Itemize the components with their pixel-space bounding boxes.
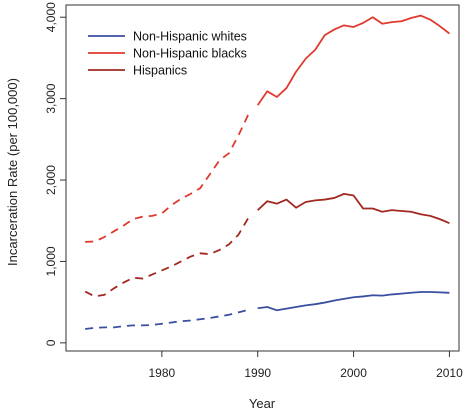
y-tick-label: 2,000 [44,165,58,195]
legend-label: Hispanics [133,64,187,78]
legend-label: Non-Hispanic whites [133,30,247,44]
y-tick-label: 4,000 [44,2,58,32]
x-tick-label: 1980 [149,366,176,380]
y-tick-label: 3,000 [44,83,58,113]
series-line-hispanics-dashed [84,217,249,298]
y-tick-label: 1,000 [44,246,58,276]
legend: Non-Hispanic whites Non-Hispanic blacks Hi… [88,30,247,78]
x-tick-label: 2010 [436,366,463,380]
x-axis: 1980 1990 2000 2010 [149,351,463,380]
plot-frame [65,4,460,352]
x-axis-title: Year [249,396,276,411]
legend-label: Non-Hispanic blacks [133,47,247,61]
series-line-hispanics-solid [257,192,450,225]
y-axis-title: Incarceration Rate (per 100,000) [5,78,20,266]
series-line-non-hispanic-blacks-solid [256,14,450,106]
series-line-non-hispanic-blacks-dashed [85,114,249,243]
series-line-non-hispanic-whites-solid [257,291,450,312]
x-tick-label: 2000 [340,366,367,380]
y-axis: 0 1,000 2,000 3,000 4,000 [44,2,66,346]
series-lines [84,14,450,330]
series-line-non-hispanic-whites-dashed [85,309,249,330]
y-tick-label: 0 [44,339,58,346]
x-tick-label: 1990 [244,366,271,380]
